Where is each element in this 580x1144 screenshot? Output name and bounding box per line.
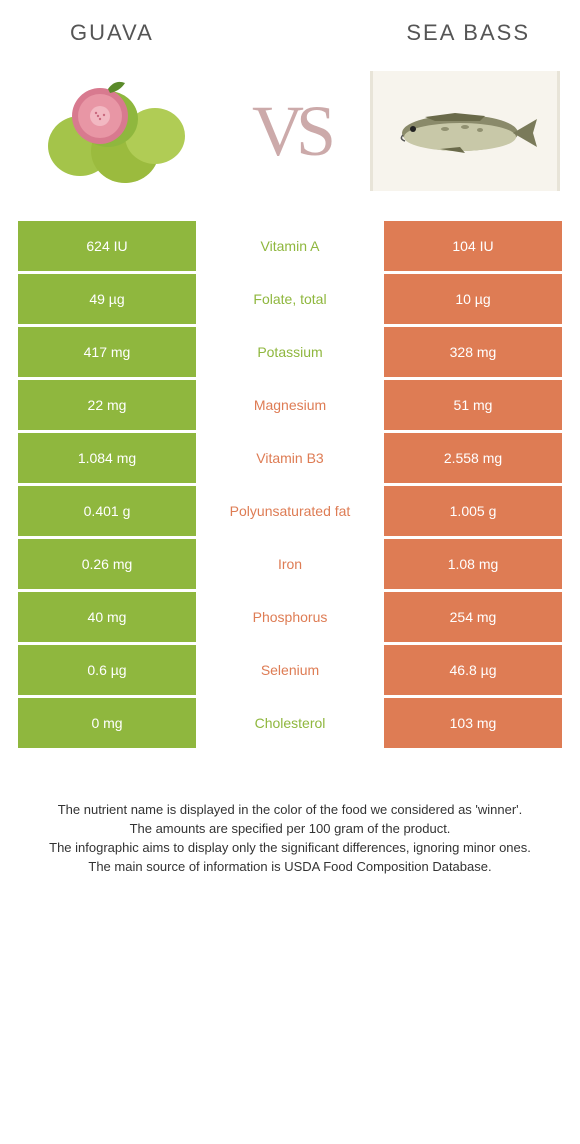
header: GUAVA SEA BASS [0, 0, 580, 56]
nutrient-label: Vitamin A [196, 221, 384, 271]
value-left: 0.401 g [18, 486, 196, 536]
table-row: 0.401 gPolyunsaturated fat1.005 g [18, 486, 562, 536]
nutrient-label: Potassium [196, 327, 384, 377]
value-left: 0.26 mg [18, 539, 196, 589]
table-row: 40 mgPhosphorus254 mg [18, 592, 562, 642]
value-left: 22 mg [18, 380, 196, 430]
value-right: 1.08 mg [384, 539, 562, 589]
footer-line: The infographic aims to display only the… [30, 839, 550, 858]
table-row: 1.084 mgVitamin B32.558 mg [18, 433, 562, 483]
footer-line: The main source of information is USDA F… [30, 858, 550, 877]
nutrient-label: Vitamin B3 [196, 433, 384, 483]
guava-image [20, 66, 210, 196]
guava-icon [30, 71, 200, 191]
nutrient-label: Phosphorus [196, 592, 384, 642]
table-row: 0.6 µgSelenium46.8 µg [18, 645, 562, 695]
value-right: 328 mg [384, 327, 562, 377]
title-right: SEA BASS [300, 20, 540, 46]
value-left: 1.084 mg [18, 433, 196, 483]
table-row: 0 mgCholesterol103 mg [18, 698, 562, 748]
footer-notes: The nutrient name is displayed in the co… [0, 751, 580, 906]
value-right: 103 mg [384, 698, 562, 748]
value-left: 0.6 µg [18, 645, 196, 695]
seabass-image [370, 66, 560, 196]
value-right: 10 µg [384, 274, 562, 324]
value-left: 0 mg [18, 698, 196, 748]
table-row: 49 µgFolate, total10 µg [18, 274, 562, 324]
table-row: 0.26 mgIron1.08 mg [18, 539, 562, 589]
value-left: 417 mg [18, 327, 196, 377]
footer-line: The amounts are specified per 100 gram o… [30, 820, 550, 839]
table-row: 417 mgPotassium328 mg [18, 327, 562, 377]
value-right: 254 mg [384, 592, 562, 642]
value-left: 40 mg [18, 592, 196, 642]
value-left: 624 IU [18, 221, 196, 271]
table-row: 22 mgMagnesium51 mg [18, 380, 562, 430]
nutrient-label: Polyunsaturated fat [196, 486, 384, 536]
infographic-container: GUAVA SEA BASS VS [0, 0, 580, 906]
fish-icon [385, 101, 545, 161]
nutrient-label: Iron [196, 539, 384, 589]
nutrient-label: Cholesterol [196, 698, 384, 748]
value-right: 2.558 mg [384, 433, 562, 483]
value-right: 51 mg [384, 380, 562, 430]
value-right: 46.8 µg [384, 645, 562, 695]
images-row: VS [0, 56, 580, 221]
comparison-table: 624 IUVitamin A104 IU49 µgFolate, total1… [0, 221, 580, 748]
nutrient-label: Selenium [196, 645, 384, 695]
value-right: 104 IU [384, 221, 562, 271]
table-row: 624 IUVitamin A104 IU [18, 221, 562, 271]
nutrient-label: Folate, total [196, 274, 384, 324]
value-right: 1.005 g [384, 486, 562, 536]
title-left: GUAVA [40, 20, 300, 46]
nutrient-label: Magnesium [196, 380, 384, 430]
footer-line: The nutrient name is displayed in the co… [30, 801, 550, 820]
vs-text: VS [252, 90, 328, 173]
value-left: 49 µg [18, 274, 196, 324]
